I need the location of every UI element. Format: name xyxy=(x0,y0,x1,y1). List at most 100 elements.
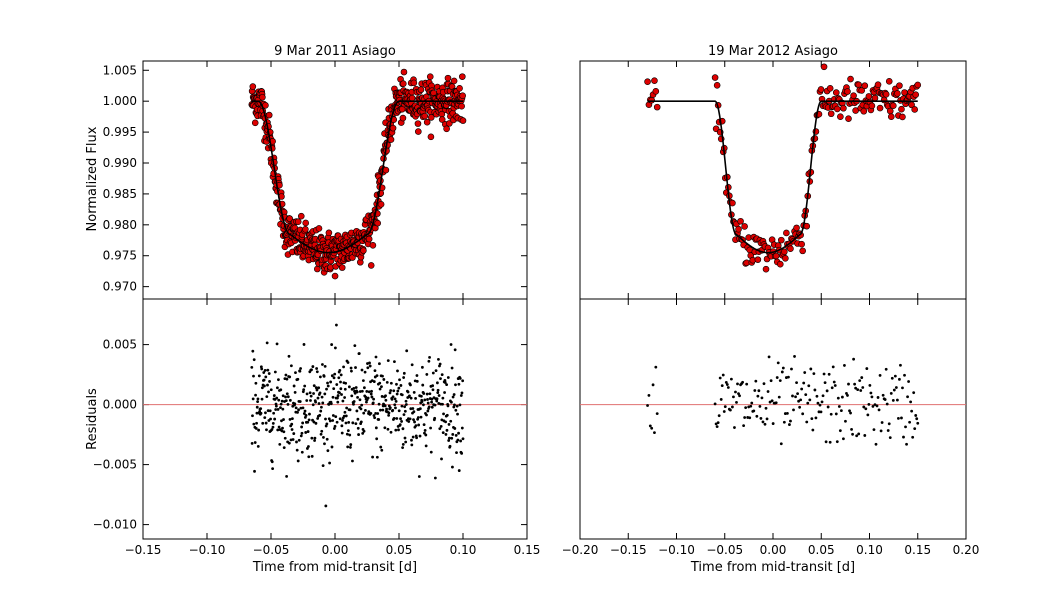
residual-point xyxy=(454,433,458,437)
residual-point xyxy=(399,384,403,387)
residual-point xyxy=(898,377,901,381)
residual-point xyxy=(408,394,411,398)
residual-point xyxy=(323,392,327,396)
residual-point xyxy=(763,422,767,426)
residual-point xyxy=(271,425,275,429)
flux-point xyxy=(782,255,789,262)
residual-point xyxy=(404,440,408,444)
residual-point xyxy=(369,392,373,396)
residual-point xyxy=(295,448,299,452)
residual-point xyxy=(320,405,323,409)
residual-point xyxy=(332,387,336,391)
residual-point xyxy=(746,416,750,419)
residual-point xyxy=(370,395,374,399)
residual-point xyxy=(892,388,896,392)
residual-point xyxy=(280,399,284,403)
residual-point xyxy=(460,451,464,455)
residual-point xyxy=(293,402,297,406)
residual-point xyxy=(795,381,798,385)
residual-point xyxy=(454,383,457,387)
flux-point xyxy=(781,248,788,256)
residual-point xyxy=(255,411,259,415)
residual-point xyxy=(315,388,319,392)
residual-point xyxy=(819,410,823,414)
residual-point xyxy=(335,323,338,327)
residual-point xyxy=(320,429,324,433)
residual-point xyxy=(916,421,920,425)
residual-point xyxy=(851,432,854,436)
residual-point xyxy=(455,451,458,455)
residual-point xyxy=(279,406,282,410)
residual-point xyxy=(852,357,855,361)
x-tick-label: 0.00 xyxy=(322,543,349,557)
flux-point xyxy=(648,96,655,104)
residual-point xyxy=(398,378,401,382)
residual-point xyxy=(380,395,384,398)
residual-point xyxy=(335,383,339,386)
residual-point xyxy=(762,382,766,386)
residual-point xyxy=(722,410,726,413)
residual-point xyxy=(890,376,894,380)
residual-point xyxy=(884,367,888,371)
residual-point xyxy=(419,394,423,398)
flux-point xyxy=(315,225,323,232)
x-tick-label: 0.05 xyxy=(386,543,413,557)
residual-point xyxy=(264,411,267,415)
residual-point xyxy=(832,380,836,384)
residual-point xyxy=(356,395,359,399)
residual-point xyxy=(274,402,278,406)
residual-point xyxy=(266,409,270,413)
residual-point xyxy=(313,436,317,440)
residual-point xyxy=(362,411,366,415)
residual-point xyxy=(456,438,460,442)
flux-point xyxy=(443,125,450,133)
residual-point xyxy=(284,395,287,399)
residual-point xyxy=(414,396,417,400)
residual-point xyxy=(441,402,444,406)
residual-point xyxy=(816,401,820,405)
residual-point xyxy=(881,393,885,397)
model-curve xyxy=(647,100,918,254)
residual-point xyxy=(339,373,343,377)
residual-point xyxy=(451,465,454,469)
residual-point xyxy=(895,398,899,402)
residual-point xyxy=(900,416,903,420)
flux-point xyxy=(421,112,429,120)
flux-point xyxy=(459,92,466,99)
residual-point xyxy=(402,371,406,375)
flux-point xyxy=(417,86,425,93)
residual-point xyxy=(267,372,271,375)
residual-point xyxy=(780,370,784,374)
residual-point xyxy=(729,377,733,381)
residual-point xyxy=(447,439,451,442)
residual-point xyxy=(271,467,275,471)
x-tick-label: 0.15 xyxy=(514,543,541,557)
residual-point xyxy=(349,366,353,370)
residual-point xyxy=(753,389,757,392)
residual-point xyxy=(359,420,363,424)
residual-point xyxy=(318,391,322,395)
residual-point xyxy=(333,424,337,428)
residual-point xyxy=(348,408,352,412)
residual-point xyxy=(457,431,460,435)
residual-point xyxy=(723,405,727,409)
flux-point xyxy=(294,218,302,226)
residual-point xyxy=(871,404,875,408)
residual-point xyxy=(458,376,462,380)
residual-point xyxy=(355,409,359,413)
residual-point xyxy=(426,409,430,413)
flux-point xyxy=(297,212,305,220)
residual-point xyxy=(276,428,280,432)
flux-point xyxy=(737,217,744,225)
residual-point xyxy=(304,414,308,417)
residual-point xyxy=(908,420,912,424)
residual-point xyxy=(354,366,357,369)
residual-point xyxy=(285,475,289,478)
residual-point xyxy=(346,429,350,433)
flux-point xyxy=(741,223,748,230)
flux-point xyxy=(286,215,293,222)
residual-point xyxy=(409,383,412,387)
residual-point xyxy=(438,362,442,366)
residual-point xyxy=(369,412,373,415)
y-tick-label: 0.970 xyxy=(103,280,137,294)
